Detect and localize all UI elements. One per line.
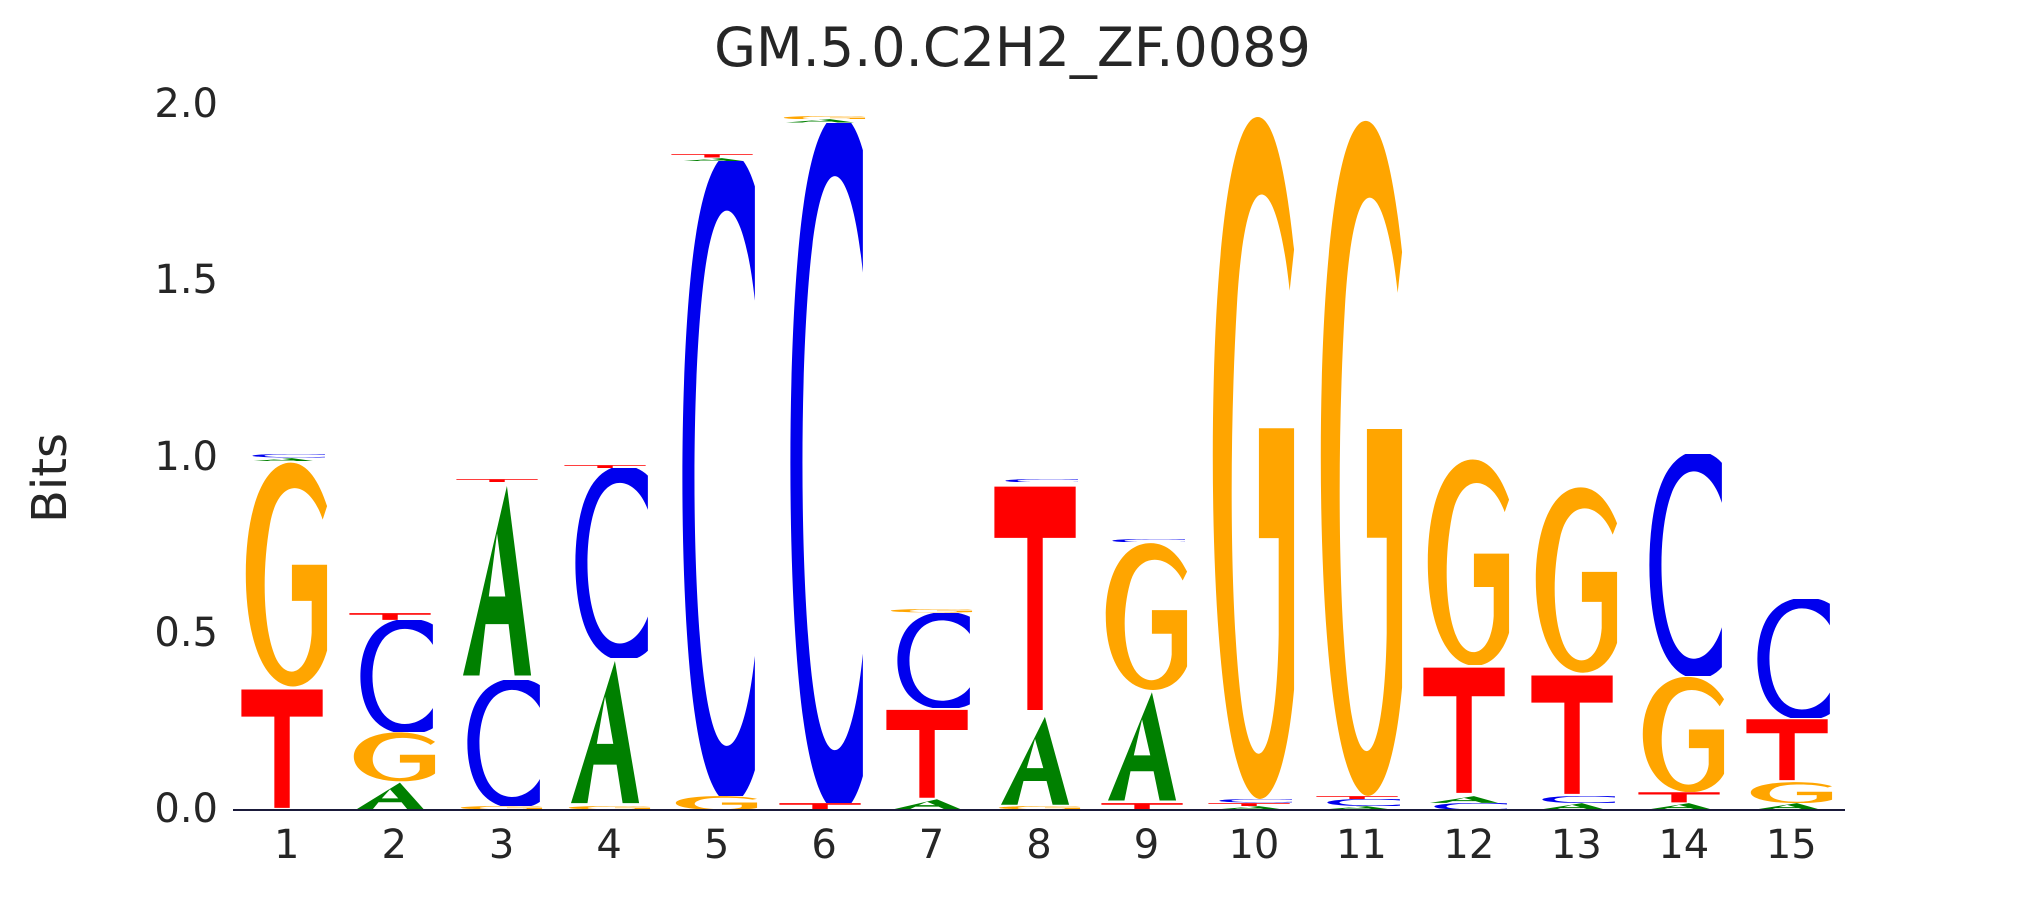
- logo-letter-t: [775, 803, 874, 810]
- logo-letter-g: [1097, 542, 1196, 691]
- logo-letter-t: [1097, 803, 1196, 810]
- y-tick-label: 2.0: [154, 81, 218, 127]
- logo-stack-position-12: [1419, 105, 1518, 810]
- logo-letter-t: [1527, 673, 1626, 796]
- logo-stack-position-9: [1097, 105, 1196, 810]
- logo-letter-t: [1742, 718, 1841, 781]
- x-tick-label: 15: [1765, 822, 1817, 868]
- logo-stack-position-11: [1312, 105, 1411, 810]
- x-tick-label: 10: [1228, 822, 1280, 868]
- logo-letter-c: [237, 453, 336, 458]
- logo-letter-a: [1742, 803, 1841, 810]
- logo-letter-g: [345, 732, 444, 782]
- logo-stack-position-10: [1204, 105, 1303, 810]
- logo-letter-g: [667, 796, 766, 810]
- logo-letter-t: [1312, 795, 1411, 800]
- logo-letter-c: [990, 478, 1089, 483]
- logo-letter-t: [1419, 665, 1518, 795]
- logo-letter-c: [1097, 538, 1196, 543]
- logo-letter-a: [1527, 803, 1626, 810]
- x-tick-label: 6: [811, 822, 837, 868]
- logo-letter-g: [1742, 781, 1841, 803]
- logo-letter-a: [345, 782, 444, 810]
- logo-stack-position-2: [345, 105, 444, 810]
- y-tick-label: 1.0: [154, 433, 218, 480]
- logo-letter-t: [452, 478, 551, 483]
- logo-stack-position-7: [882, 105, 981, 810]
- logo-letter-a: [452, 482, 551, 679]
- x-tick-label: 14: [1658, 822, 1710, 868]
- logo-letter-t: [667, 154, 766, 158]
- logo-letter-t: [560, 464, 659, 469]
- y-tick-label: 0.5: [154, 609, 218, 656]
- logo-letter-a: [775, 119, 874, 123]
- logo-letter-c: [1742, 598, 1841, 719]
- logo-letter-a: [667, 157, 766, 162]
- logo-letter-g: [1204, 112, 1303, 800]
- logo-letter-g: [1312, 116, 1411, 796]
- x-axis-line: [233, 809, 1845, 811]
- logo-letter-c: [345, 619, 444, 733]
- logo-letter-c: [1634, 454, 1733, 677]
- logo-stack-position-6: [775, 105, 874, 810]
- x-tick-label: 7: [918, 822, 945, 868]
- logo-letter-t: [882, 708, 981, 800]
- logo-stack-position-8: [990, 105, 1089, 810]
- x-tick-label: 11: [1335, 822, 1387, 868]
- logo-letter-c: [667, 161, 766, 796]
- logo-letter-t: [1204, 803, 1303, 807]
- logo-letter-c: [452, 679, 551, 807]
- logo-letter-t: [1634, 792, 1733, 803]
- logo-letter-c: [560, 468, 659, 659]
- y-tick-label: 1.5: [154, 257, 218, 304]
- x-tick-label: 13: [1550, 822, 1602, 868]
- logo-stack-position-5: [667, 105, 766, 810]
- logo-letter-a: [237, 457, 336, 462]
- logo-letter-t: [345, 612, 444, 620]
- logo-letter-c: [1204, 799, 1303, 803]
- logo-stack-position-13: [1527, 105, 1626, 810]
- logo-stack-position-15: [1742, 105, 1841, 810]
- logo-letter-c: [882, 612, 981, 708]
- logo-letter-a: [882, 799, 981, 810]
- x-tick-label: 2: [381, 822, 407, 868]
- logo-letter-a: [990, 715, 1089, 807]
- x-tick-label: 12: [1443, 822, 1495, 868]
- logo-letter-g: [237, 461, 336, 687]
- logo-letter-a: [1097, 690, 1196, 803]
- logo-letter-g: [1634, 676, 1733, 793]
- logo-letter-c: [1312, 799, 1411, 807]
- logo-letter-a: [560, 658, 659, 806]
- logo-stack-position-14: [1634, 105, 1733, 810]
- figure-title: GM.5.0.C2H2_ZF.0089: [714, 16, 1311, 79]
- x-tick-label: 9: [1133, 822, 1160, 868]
- logo-stack-position-4: [560, 105, 659, 810]
- logo-letter-c: [775, 122, 874, 803]
- logo-letter-t: [237, 687, 336, 810]
- logo-letter-g: [775, 115, 874, 120]
- x-tick-label: 5: [703, 822, 730, 868]
- y-axis-label: Bits: [22, 432, 78, 524]
- logo-letter-g: [1419, 458, 1518, 666]
- logo-letter-t: [990, 482, 1089, 715]
- logo-letter-a: [1634, 803, 1733, 810]
- x-tick-label: 3: [488, 822, 515, 868]
- x-tick-label: 8: [1026, 822, 1052, 868]
- logo-plot-area: [233, 104, 1845, 810]
- y-tick-label: 0.0: [154, 786, 218, 832]
- x-tick-label: 1: [273, 822, 300, 868]
- logo-stack-position-3: [452, 105, 551, 810]
- logo-letter-c: [1527, 795, 1626, 803]
- logo-letter-a: [1419, 796, 1518, 803]
- y-axis-ticks: 0.0 0.5 1.0 1.5 2.0: [0, 0, 218, 900]
- logo-letter-g: [1527, 486, 1626, 673]
- x-tick-label: 4: [596, 822, 622, 868]
- logo-letter-g: [882, 609, 981, 613]
- logo-stack-position-1: [237, 105, 336, 810]
